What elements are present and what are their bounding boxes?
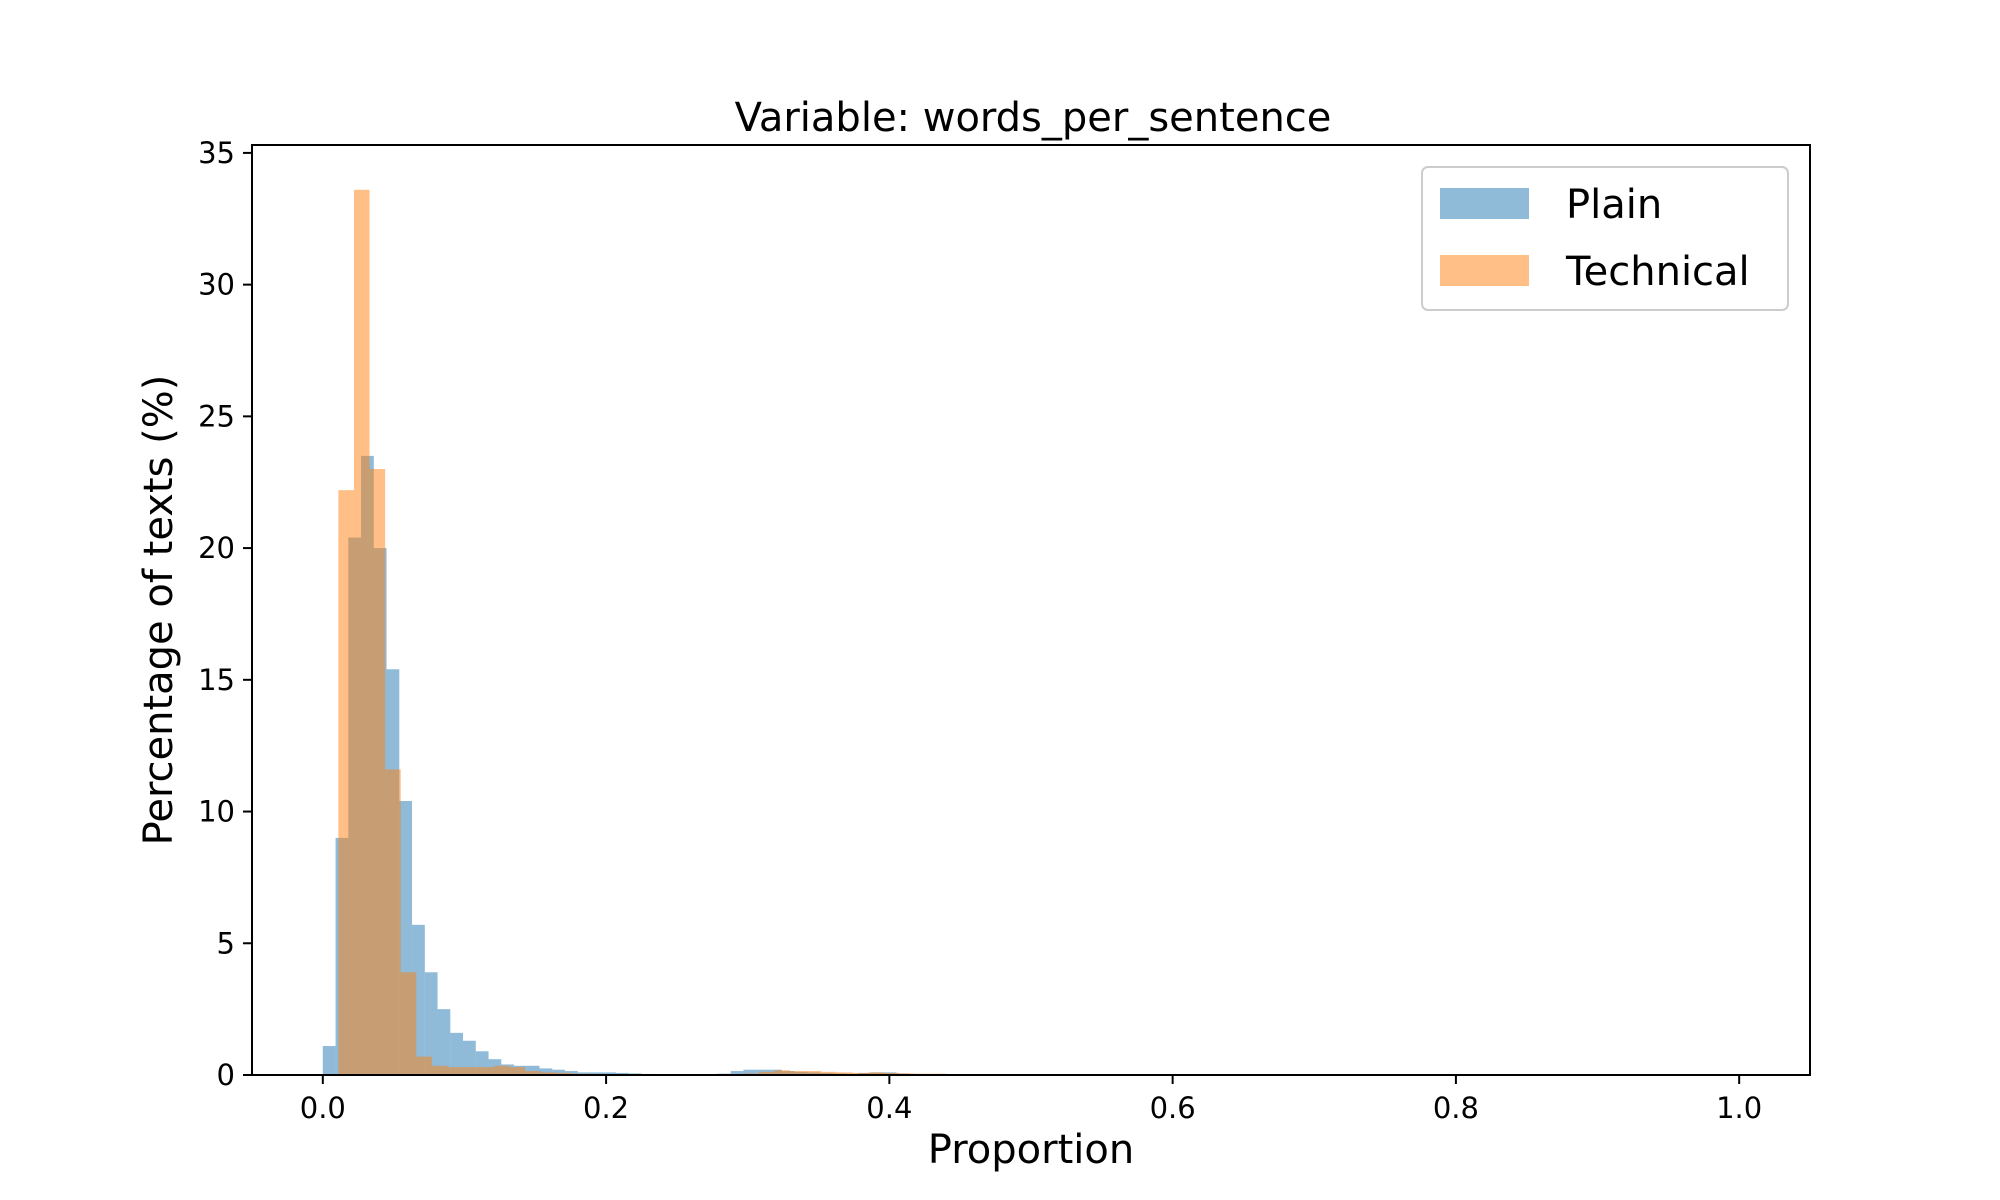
histogram-bar-technical [805,1071,822,1075]
plot-area [322,189,962,1076]
histogram-bar-technical [790,1071,806,1075]
histogram-bar-technical [556,1072,573,1075]
x-tick-label: 1.0 [1716,1091,1762,1125]
histogram-bar-technical [431,1065,448,1075]
histogram-bar-technical [821,1071,837,1075]
histogram-bar-technical [400,972,417,1075]
histogram-bar-plain [590,1072,604,1075]
y-tick-label: 25 [198,399,235,433]
histogram-bar-technical [478,1067,495,1075]
y-tick-label: 35 [198,136,235,170]
y-tick-label: 0 [217,1058,235,1092]
y-axis-label: Percentage of texts (%) [136,375,182,846]
histogram-bar-plain [424,972,438,1075]
histogram-bar-technical [774,1070,791,1075]
histogram-bar-plain [603,1072,617,1075]
histogram-bar-technical [852,1072,869,1075]
histogram-bar-plain [730,1071,744,1075]
histogram-bar-technical [868,1072,884,1075]
x-tick-label: 0.0 [300,1091,346,1125]
y-axis-ticks: 0 5 10 15 20 25 30 35 [198,136,252,1092]
histogram-bar-plain [463,1040,476,1075]
histogram-bar-technical [447,1067,464,1075]
y-tick-label: 30 [198,268,235,302]
histogram-bar-plain [526,1065,540,1075]
axes-frame [251,144,1811,1076]
histogram-bar-plain [539,1068,553,1075]
histogram-bar-technical [525,1071,541,1075]
histogram-bar-technical [883,1072,900,1075]
histogram-bar-plain [552,1069,566,1075]
histogram-bar-technical [385,769,401,1075]
histogram-bar-technical [338,490,354,1075]
histogram-bar-technical [369,469,386,1075]
x-axis-label: Proportion [928,1127,1134,1173]
histogram-bar-technical [540,1072,557,1075]
histogram-bar-technical [836,1072,853,1075]
x-tick-label: 0.2 [583,1091,629,1125]
chart-title: Variable: words_per_sentence [735,95,1332,141]
histogram-bar-plain [322,1046,336,1075]
legend-swatch-plain [1440,188,1529,219]
histogram-bar-technical [509,1067,526,1075]
legend-label-plain: Plain [1566,182,1662,228]
legend: Plain Technical [1421,166,1789,311]
x-axis-ticks: 0.0 0.2 0.4 0.6 0.8 1.0 [300,1075,1762,1125]
y-tick-label: 5 [217,926,235,960]
histogram-bar-plain [616,1072,629,1075]
histogram-bar-technical [494,1065,510,1075]
x-tick-label: 0.6 [1150,1091,1196,1125]
histogram-bar-plain [450,1032,464,1075]
legend-swatch-technical [1440,255,1529,286]
histogram-bar-technical [759,1071,775,1075]
x-tick-label: 0.8 [1433,1091,1479,1125]
histogram-bar-technical [463,1067,479,1075]
histogram-bar-plain [437,1009,451,1075]
y-tick-label: 10 [198,795,235,829]
histogram-bar-technical [416,1056,432,1075]
y-tick-label: 20 [198,531,235,565]
histogram-bar-technical [353,189,370,1076]
x-tick-label: 0.4 [866,1091,912,1125]
legend-label-technical: Technical [1565,249,1750,295]
histogram-bar-plain [743,1069,757,1075]
y-tick-label: 15 [198,663,235,697]
